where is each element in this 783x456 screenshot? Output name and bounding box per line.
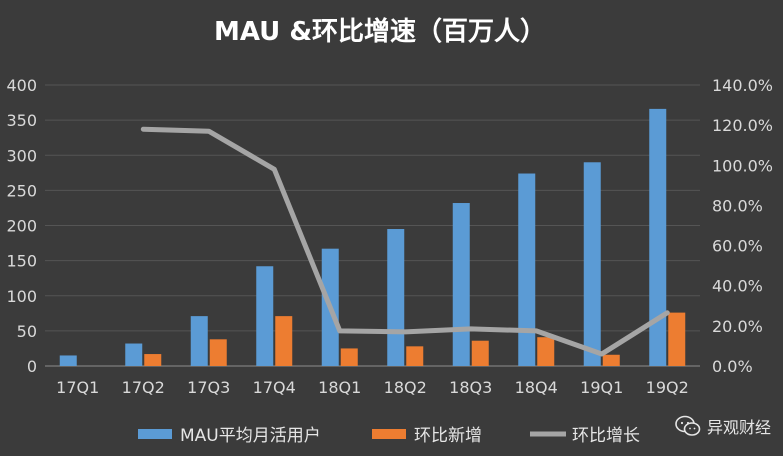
right-axis: 0.0% 20.0% 40.0% 60.0% 80.0% 100.0% 120.0% 140.… (712, 76, 773, 376)
mau-bar (518, 173, 536, 366)
left-tick-label: 250 (6, 181, 37, 200)
mau-bar (256, 266, 274, 366)
left-tick-label: 50 (17, 322, 37, 341)
right-tick-label: 80.0% (712, 196, 763, 215)
left-tick-label: 400 (6, 76, 37, 95)
mau-bar (649, 108, 667, 366)
new-users-bar (144, 354, 162, 366)
mau-bar (387, 229, 405, 366)
x-tick-label: 17Q4 (253, 378, 296, 397)
legend: MAU平均月活用户 环比新增 环比增长 (138, 426, 640, 446)
mau-bar (190, 316, 208, 366)
right-tick-label: 60.0% (712, 237, 763, 256)
new-users-bar (209, 339, 227, 366)
watermark-text: 异观财经 (706, 418, 771, 437)
left-axis: 0 50 100 150 200 250 300 350 400 (6, 76, 37, 376)
wechat-icon (675, 415, 701, 436)
x-tick-label: 18Q2 (384, 378, 427, 397)
x-tick-label: 17Q3 (187, 378, 230, 397)
legend-label: 环比增长 (572, 426, 640, 446)
growth-line (140, 126, 670, 357)
x-tick-label: 17Q1 (56, 378, 99, 397)
legend-label: MAU平均月活用户 (180, 426, 321, 446)
mau-bar (125, 343, 143, 366)
left-tick-label: 150 (6, 252, 37, 271)
legend-label: 环比新增 (414, 426, 482, 446)
right-tick-label: 20.0% (712, 317, 763, 336)
right-tick-label: 140.0% (712, 76, 773, 95)
new-users-bar (668, 312, 686, 366)
chart-title: MAU &环比增速（百万人） (214, 16, 546, 47)
legend-swatch (372, 429, 406, 439)
right-tick-label: 100.0% (712, 156, 773, 175)
bars (59, 108, 686, 366)
left-tick-label: 200 (6, 217, 37, 236)
new-users-bar (406, 346, 424, 366)
x-tick-label: 17Q2 (122, 378, 165, 397)
left-tick-label: 0 (27, 357, 37, 376)
right-tick-label: 40.0% (712, 277, 763, 296)
x-tick-label: 19Q2 (646, 378, 689, 397)
new-users-bar (471, 340, 489, 366)
legend-swatch (138, 429, 172, 439)
mau-bar (452, 203, 470, 366)
x-tick-label: 18Q3 (449, 378, 492, 397)
mau-bar (583, 162, 601, 366)
new-users-bar (602, 354, 620, 366)
left-tick-label: 350 (6, 111, 37, 130)
x-axis: 17Q1 17Q2 17Q3 17Q4 18Q1 18Q2 18Q3 18Q4 19Q1 19Q2 (56, 378, 689, 397)
new-users-bar (537, 337, 555, 366)
left-tick-label: 100 (6, 287, 37, 306)
right-tick-label: 120.0% (712, 116, 773, 135)
watermark: 异观财经 (675, 414, 771, 438)
gridlines (45, 84, 700, 367)
x-tick-label: 19Q1 (580, 378, 623, 397)
x-tick-label: 18Q4 (515, 378, 558, 397)
left-tick-label: 300 (6, 146, 37, 165)
new-users-bar (340, 348, 358, 366)
mau-bar (59, 355, 77, 366)
new-users-bar (275, 316, 293, 366)
right-tick-label: 0.0% (712, 357, 753, 376)
line-series (140, 126, 670, 357)
x-tick-label: 18Q1 (318, 378, 361, 397)
